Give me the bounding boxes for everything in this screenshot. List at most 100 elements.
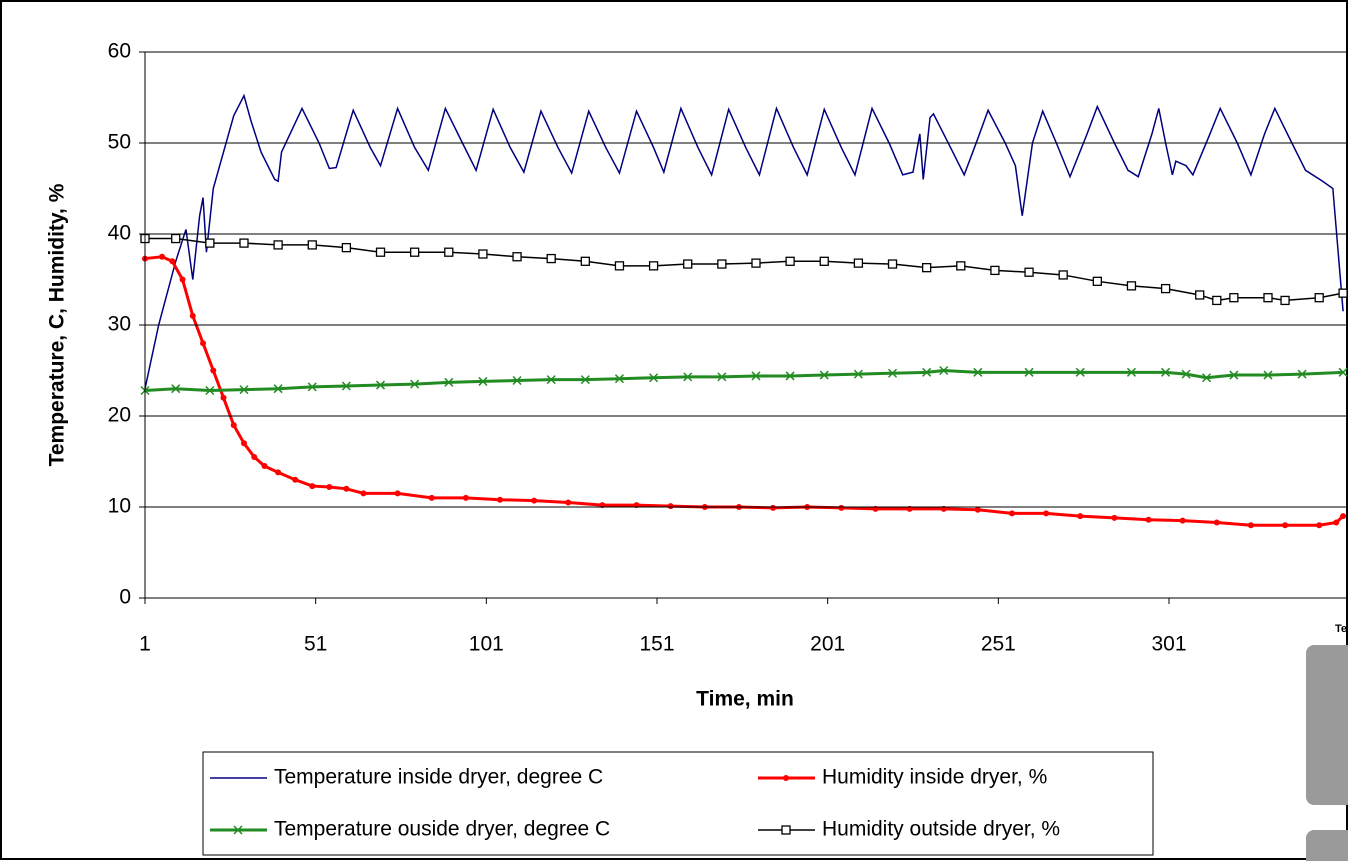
point bbox=[478, 376, 488, 386]
point bbox=[210, 367, 217, 374]
point bbox=[1077, 513, 1084, 520]
point bbox=[1229, 293, 1239, 303]
series-line bbox=[144, 368, 1344, 393]
point bbox=[273, 240, 283, 250]
y-tick-label: 50 bbox=[108, 131, 131, 154]
point bbox=[887, 259, 898, 269]
y-tick-label: 60 bbox=[108, 40, 131, 63]
point bbox=[512, 375, 522, 386]
point bbox=[189, 312, 196, 319]
y-tick-label: 30 bbox=[108, 313, 131, 336]
point bbox=[375, 247, 386, 257]
point bbox=[230, 422, 237, 429]
clipped-label: Te bbox=[1335, 623, 1347, 635]
point bbox=[1160, 283, 1171, 294]
point bbox=[478, 249, 488, 259]
y-tick-label: 10 bbox=[108, 495, 131, 518]
point bbox=[1145, 516, 1152, 523]
point bbox=[205, 385, 215, 396]
legend-label: Humidity inside dryer, % bbox=[822, 766, 1047, 789]
point bbox=[531, 497, 538, 504]
point bbox=[1338, 367, 1348, 377]
point bbox=[922, 367, 932, 377]
point bbox=[838, 504, 845, 511]
point bbox=[410, 247, 420, 257]
point bbox=[546, 253, 556, 264]
photo-thumbnail bbox=[1306, 645, 1348, 805]
legend-label: Temperature ouside dryer, degree C bbox=[274, 818, 610, 841]
x-tick-label: 251 bbox=[981, 633, 1016, 656]
point bbox=[1212, 295, 1222, 306]
point bbox=[785, 371, 795, 381]
series-line bbox=[144, 93, 1344, 389]
x-tick-label: 101 bbox=[469, 633, 504, 656]
point bbox=[565, 499, 572, 506]
point bbox=[1338, 288, 1348, 298]
series-line bbox=[144, 255, 1345, 527]
point bbox=[1280, 295, 1290, 306]
point bbox=[1008, 510, 1015, 517]
point bbox=[1024, 267, 1034, 277]
point bbox=[1195, 290, 1205, 300]
point bbox=[819, 370, 829, 380]
point bbox=[1181, 369, 1191, 379]
point bbox=[169, 258, 176, 265]
series-line bbox=[145, 237, 1344, 302]
point bbox=[1213, 519, 1220, 526]
point bbox=[179, 276, 186, 283]
point bbox=[717, 259, 727, 269]
y-axis-label: Temperature, C, Humidity, % bbox=[46, 183, 69, 466]
point bbox=[1058, 270, 1068, 280]
point bbox=[512, 252, 522, 262]
point bbox=[233, 825, 243, 835]
point bbox=[1263, 293, 1273, 303]
point bbox=[239, 385, 249, 395]
legend-label: Humidity outside dryer, % bbox=[822, 818, 1060, 841]
point bbox=[1202, 373, 1212, 383]
point bbox=[496, 496, 503, 503]
point bbox=[614, 261, 625, 271]
point bbox=[580, 256, 590, 266]
point bbox=[853, 369, 863, 379]
y-tick-label: 40 bbox=[108, 222, 131, 245]
point bbox=[159, 253, 166, 260]
point bbox=[648, 261, 659, 271]
point bbox=[1111, 514, 1118, 521]
point bbox=[428, 494, 435, 501]
point bbox=[853, 258, 864, 268]
point bbox=[171, 233, 181, 244]
point bbox=[751, 371, 761, 381]
point bbox=[667, 503, 674, 510]
point bbox=[309, 483, 316, 490]
point bbox=[1179, 517, 1186, 524]
point bbox=[1126, 367, 1136, 377]
point bbox=[781, 825, 791, 835]
x-axis-label: Time, min bbox=[696, 688, 794, 711]
point bbox=[1161, 367, 1171, 377]
point bbox=[939, 365, 949, 376]
point bbox=[239, 238, 249, 248]
point bbox=[240, 440, 247, 447]
x-tick-label: 301 bbox=[1151, 633, 1186, 656]
point bbox=[1024, 367, 1034, 377]
point bbox=[341, 242, 352, 253]
point bbox=[251, 453, 258, 460]
point bbox=[770, 504, 777, 511]
point bbox=[683, 259, 693, 269]
point bbox=[614, 374, 624, 384]
point bbox=[717, 372, 727, 382]
point bbox=[1333, 519, 1340, 526]
point bbox=[783, 775, 789, 781]
point bbox=[1126, 281, 1137, 291]
point bbox=[1229, 370, 1239, 380]
point bbox=[444, 247, 454, 257]
x-tick-label: 51 bbox=[304, 633, 327, 656]
x-tick-label: 151 bbox=[639, 633, 674, 656]
point bbox=[751, 258, 761, 268]
point bbox=[343, 485, 350, 492]
point bbox=[1075, 367, 1085, 377]
point bbox=[1282, 522, 1289, 529]
photo-thumbnail bbox=[1306, 830, 1348, 866]
